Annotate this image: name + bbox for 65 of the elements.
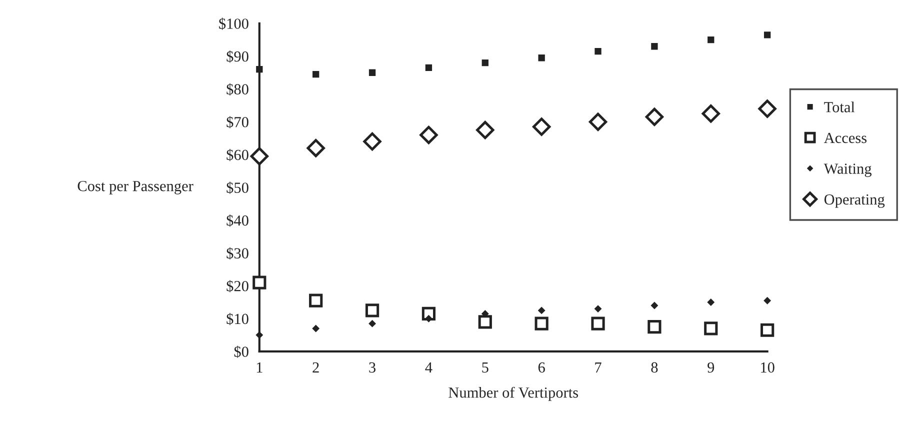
point	[368, 320, 376, 328]
point	[651, 43, 658, 50]
point	[312, 70, 320, 78]
y-tick-label: $90	[226, 50, 248, 63]
point	[420, 126, 438, 144]
point	[534, 316, 548, 330]
y-tick-label: $40	[226, 214, 248, 227]
point	[425, 64, 432, 72]
point	[476, 120, 494, 140]
x-tick-label: 5	[482, 362, 488, 373]
legend-label: Total	[824, 102, 855, 112]
point	[256, 332, 263, 339]
x-tick-label: 1	[256, 362, 262, 372]
y-tick-label: $20	[226, 280, 248, 292]
point	[478, 315, 492, 329]
point	[538, 306, 546, 314]
point	[588, 112, 608, 131]
point	[312, 324, 320, 332]
x-tick-label: 9	[708, 362, 714, 373]
point	[764, 297, 771, 304]
x-tick-label: 2	[312, 362, 319, 372]
point	[650, 302, 658, 310]
point	[764, 32, 771, 38]
point	[309, 294, 323, 308]
point	[252, 276, 266, 290]
point	[532, 118, 551, 136]
point	[368, 69, 376, 76]
point	[250, 147, 269, 166]
x-tick-label: 6	[538, 362, 545, 373]
x-tick-label: 3	[369, 362, 376, 373]
y-tick-label: $0	[234, 346, 248, 358]
point	[591, 316, 605, 330]
point	[594, 305, 602, 312]
legend-label: Access	[824, 132, 867, 144]
x-tick-label: 8	[651, 362, 658, 373]
y-tick-label: $30	[226, 247, 248, 260]
point	[648, 320, 662, 334]
y-tick-label: $70	[226, 116, 248, 128]
point	[482, 59, 488, 66]
point	[702, 104, 720, 123]
point	[306, 138, 325, 158]
point	[760, 323, 774, 337]
y-tick-label: $50	[226, 182, 248, 194]
point	[594, 48, 602, 55]
legend-label: Waiting	[824, 164, 872, 177]
y-tick-label: $100	[219, 18, 248, 30]
x-tick-label: 10	[761, 362, 774, 373]
x-axis-title: Number of Vertiports	[448, 386, 578, 401]
y-axis-title: Cost per Passenger	[78, 180, 194, 194]
point	[708, 36, 714, 44]
y-tick-label: $10	[226, 312, 248, 326]
point	[365, 304, 380, 318]
y-tick-label: $60	[226, 148, 248, 162]
x-tick-label: 7	[595, 362, 602, 372]
x-tick-label: 4	[425, 362, 432, 372]
point	[538, 54, 545, 62]
point	[758, 100, 776, 118]
point	[363, 132, 382, 151]
point	[425, 315, 432, 322]
point	[707, 298, 714, 306]
point	[256, 66, 263, 73]
legend-label: Operating	[824, 194, 885, 208]
point	[704, 322, 718, 336]
y-tick-label: $80	[226, 83, 248, 96]
point	[645, 108, 664, 126]
